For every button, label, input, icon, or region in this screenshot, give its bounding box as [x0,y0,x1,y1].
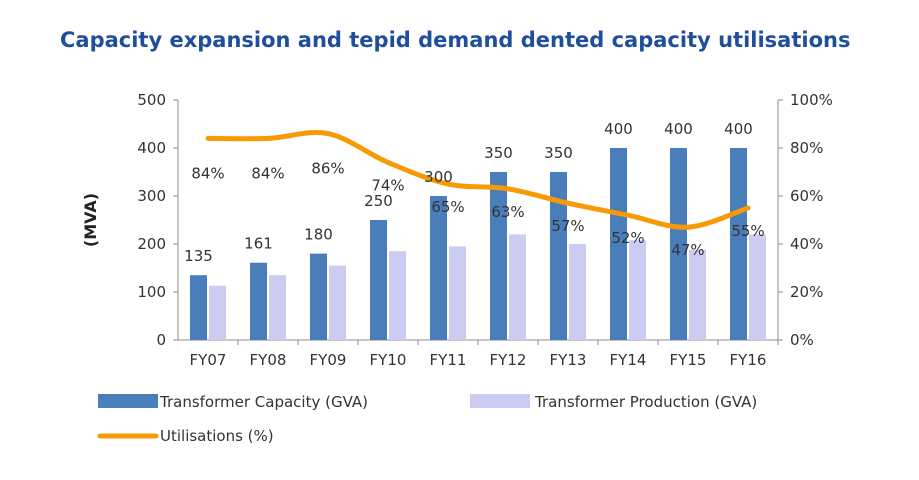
bar-production [629,240,646,340]
capacity-data-label: 135 [184,247,213,265]
bar-production [389,251,406,340]
bar-capacity [550,172,567,340]
y-tick-label: 400 [137,139,166,157]
y-tick-label: 200 [137,235,166,253]
legend-label-production: Transformer Production (GVA) [534,393,757,411]
chart-title: Capacity expansion and tepid demand dent… [60,28,851,52]
x-tick-label: FY14 [610,351,647,369]
bar-production [449,246,466,340]
bar-production [509,234,526,340]
y-tick-label: 500 [137,91,166,109]
bar-capacity [730,148,747,340]
x-tick-label: FY12 [490,351,527,369]
capacity-data-label: 250 [364,192,393,210]
y-tick-label: 300 [137,187,166,205]
capacity-data-label: 300 [424,168,453,186]
y2-tick-label: 80% [790,139,823,157]
utilisation-data-label: 55% [731,222,764,240]
x-tick-label: FY11 [430,351,467,369]
bar-capacity [370,220,387,340]
utilisation-data-label: 65% [431,198,464,216]
y2-tick-label: 20% [790,283,823,301]
utilisation-data-label: 84% [191,164,224,182]
utilisation-data-label: 84% [251,164,284,182]
bar-production [329,265,346,340]
capacity-data-label: 350 [544,144,573,162]
bar-capacity [490,172,507,340]
x-tick-label: FY09 [310,351,347,369]
y2-tick-label: 100% [790,91,833,109]
utilisation-line-layer [205,130,751,230]
bar-capacity [430,196,447,340]
bar-capacity [250,262,267,340]
bar-capacity [310,253,327,340]
x-tick-label: FY08 [250,351,287,369]
utilisation-data-label: 74% [371,176,404,194]
bar-production [569,244,586,340]
legend: Transformer Capacity (GVA) Transformer Pr… [97,393,757,445]
data-labels-layer: 135 161 180 250 300 350 350 400 400 400 84% 84% 86% 7… [184,120,764,265]
y-axis-title: (MVA) [81,193,100,247]
bar-production [749,234,766,340]
utilisation-data-label: 63% [491,203,524,221]
capacity-data-label: 400 [604,120,633,138]
y2-tick-label: 40% [790,235,823,253]
utilisation-data-label: 57% [551,217,584,235]
capacity-data-label: 400 [724,120,753,138]
utilisation-data-label: 47% [671,241,704,259]
y-tick-label: 0 [156,331,166,349]
utilisation-line [205,130,751,230]
bar-capacity [670,148,687,340]
x-tick-label: FY10 [370,351,407,369]
x-tick-label: FY13 [550,351,587,369]
x-tick-label: FY16 [730,351,767,369]
capacity-data-label: 180 [304,226,333,244]
y-tick-label: 100 [137,283,166,301]
legend-label-capacity: Transformer Capacity (GVA) [159,393,368,411]
bar-capacity [190,275,207,340]
x-tick-label: FY15 [670,351,707,369]
bar-production [209,285,226,340]
capacity-data-label: 350 [484,144,513,162]
y2-tick-label: 60% [790,187,823,205]
bar-production [269,275,286,340]
bar-production [689,249,706,340]
legend-swatch-production [470,394,530,408]
capacity-data-label: 400 [664,120,693,138]
capacity-data-label: 161 [244,235,273,253]
x-tick-label: FY07 [190,351,227,369]
bar-capacity [610,148,627,340]
y2-tick-label: 0% [790,331,814,349]
utilisation-data-label: 86% [311,160,344,178]
legend-label-utilisation: Utilisations (%) [160,427,274,445]
bars-layer [190,148,766,340]
legend-swatch-capacity [98,394,158,408]
utilisation-data-label: 52% [611,229,644,247]
